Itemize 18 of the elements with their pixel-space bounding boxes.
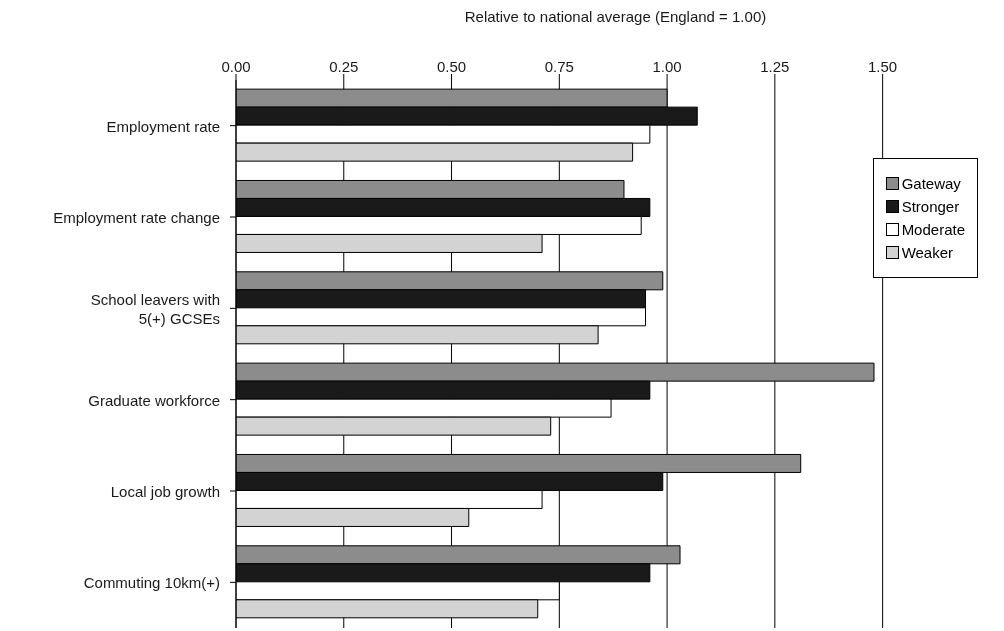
- y-tick-label: Local job growth: [110, 482, 220, 500]
- x-axis-title: Relative to national average (England = 1.00): [463, 8, 768, 25]
- x-tick-label: 1.25: [760, 58, 790, 75]
- legend-label: Gateway: [901, 175, 961, 192]
- legend-label: Moderate: [901, 221, 965, 238]
- y-tick-label: School leavers with 5(+) GCSEs: [90, 290, 220, 327]
- x-tick-label: 0.50: [436, 58, 467, 75]
- x-tick-label: 1.00: [652, 58, 682, 75]
- y-tick-label: Employment rate: [106, 117, 220, 135]
- x-tick-label: 0.00: [221, 58, 251, 75]
- legend-label: Weaker: [901, 244, 954, 261]
- legend-label: Stronger: [901, 198, 960, 215]
- x-tick-label: 1.50: [868, 58, 898, 75]
- y-tick-label: Commuting 10km(+): [83, 573, 220, 591]
- x-tick-label: 0.25: [329, 58, 359, 75]
- x-tick-label: 0.75: [544, 58, 574, 75]
- y-tick-label: Graduate workforce: [88, 391, 220, 409]
- y-tick-label: Employment rate change: [53, 208, 220, 226]
